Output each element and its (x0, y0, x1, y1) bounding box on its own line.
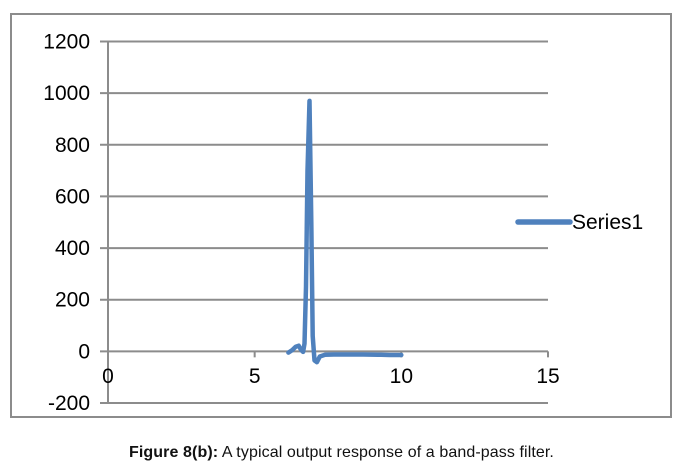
band-pass-filter-chart: 1200 1000 800 600 400 200 0 -200 0 5 10 15 Series1 (10, 13, 672, 418)
series-line-series1 (286, 98, 404, 365)
y-tick-label-600: 600 (55, 185, 90, 208)
y-tick-label--200: -200 (48, 392, 90, 415)
y-tick-label-800: 800 (55, 134, 90, 157)
y-tick-label-0: 0 (78, 340, 90, 363)
y-tick-label-200: 200 (55, 289, 90, 312)
chart-border (10, 13, 672, 418)
figure-caption: Figure 8(b): A typical output response o… (0, 444, 683, 462)
x-tick-label-5: 5 (249, 365, 261, 388)
legend-label-series1: Series1 (572, 211, 643, 234)
x-tick-label-15: 15 (536, 365, 559, 388)
x-tick-label-0: 0 (102, 365, 114, 388)
figure-caption-text: A typical output response of a band-pass… (218, 444, 554, 461)
y-tick-label-400: 400 (55, 237, 90, 260)
y-tick-label-1000: 1000 (43, 82, 90, 105)
y-tick-label-1200: 1200 (43, 31, 90, 54)
figure-caption-label: Figure 8(b): (129, 444, 219, 461)
x-tick-label-10: 10 (390, 365, 413, 388)
